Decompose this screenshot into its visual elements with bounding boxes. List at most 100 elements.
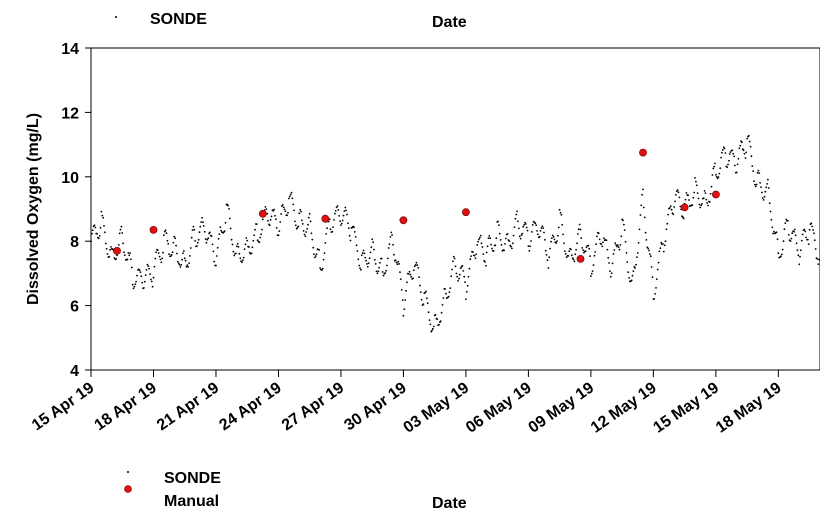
sonde-point <box>493 250 495 252</box>
sonde-point <box>209 232 211 234</box>
sonde-point <box>727 164 729 166</box>
sonde-point <box>495 237 497 239</box>
sonde-point <box>192 229 194 231</box>
sonde-point <box>393 254 395 256</box>
sonde-point <box>737 164 739 166</box>
sonde-point <box>688 199 690 201</box>
sonde-point <box>271 216 273 218</box>
sonde-point <box>587 245 589 247</box>
sonde-point <box>765 186 767 188</box>
sonde-point <box>628 277 630 279</box>
sonde-point <box>373 249 375 251</box>
sonde-point <box>552 235 554 237</box>
sonde-point <box>332 226 334 228</box>
sonde-point <box>256 223 258 225</box>
sonde-point <box>216 255 218 257</box>
sonde-point <box>817 258 819 260</box>
sonde-point <box>163 234 165 236</box>
sonde-point <box>252 246 254 248</box>
sonde-point <box>348 227 350 229</box>
sonde-point <box>453 256 455 258</box>
sonde-point <box>758 172 760 174</box>
sonde-point <box>699 207 701 209</box>
sonde-point <box>244 248 246 250</box>
sonde-point <box>319 267 321 269</box>
sonde-point <box>314 257 316 259</box>
sonde-point <box>294 221 296 223</box>
sonde-point <box>448 296 450 298</box>
sonde-point <box>730 151 732 153</box>
sonde-point <box>522 226 524 228</box>
sonde-point <box>206 242 208 244</box>
sonde-point <box>166 232 168 234</box>
sonde-point <box>625 241 627 243</box>
sonde-point <box>632 275 634 277</box>
sonde-point <box>180 266 182 268</box>
x-tick-label: 15 May 19 <box>650 379 722 436</box>
sonde-point <box>436 318 438 320</box>
sonde-point <box>286 214 288 216</box>
sonde-point <box>696 184 698 186</box>
sonde-point <box>145 274 147 276</box>
sonde-point <box>465 298 467 300</box>
sonde-point <box>213 261 215 263</box>
sonde-point <box>253 234 255 236</box>
sonde-point <box>599 238 601 240</box>
sonde-point <box>582 249 584 251</box>
sonde-point <box>186 264 188 266</box>
sonde-point <box>454 258 456 260</box>
sonde-point <box>110 246 112 248</box>
sonde-point <box>675 194 677 196</box>
sonde-point <box>712 168 714 170</box>
sonde-point <box>357 258 359 260</box>
sonde-point <box>698 198 700 200</box>
sonde-point <box>545 250 547 252</box>
sonde-point <box>798 263 800 265</box>
sonde-point <box>391 234 393 236</box>
sonde-point <box>600 243 602 245</box>
sonde-point <box>418 276 420 278</box>
sonde-point <box>768 187 770 189</box>
sonde-point <box>323 259 325 261</box>
sonde-point <box>627 271 629 273</box>
sonde-point <box>752 170 754 172</box>
sonde-point <box>238 246 240 248</box>
sonde-point <box>666 223 668 225</box>
sonde-point <box>420 291 422 293</box>
sonde-point <box>123 251 125 253</box>
sonde-point <box>658 262 660 264</box>
sonde-point <box>340 224 342 226</box>
sonde-point <box>464 281 466 283</box>
sonde-point <box>683 218 685 220</box>
sonde-point <box>361 254 363 256</box>
sonde-point <box>261 229 263 231</box>
x-tick-label: 06 May 19 <box>463 379 535 436</box>
sonde-point <box>515 214 517 216</box>
sonde-point <box>577 233 579 235</box>
sonde-point <box>360 269 362 271</box>
sonde-point <box>705 192 707 194</box>
sonde-point <box>562 234 564 236</box>
sonde-point <box>753 180 755 182</box>
sonde-point <box>622 220 624 222</box>
sonde-point <box>357 250 359 252</box>
sonde-point <box>549 248 551 250</box>
sonde-point <box>750 146 752 148</box>
sonde-point <box>543 232 545 234</box>
sonde-point <box>802 234 804 236</box>
sonde-point <box>745 157 747 159</box>
sonde-point <box>795 234 797 236</box>
sonde-point <box>149 273 151 275</box>
legend-sonde-marker <box>127 471 129 473</box>
legend-manual-marker <box>125 486 132 493</box>
sonde-point <box>811 226 813 228</box>
sonde-point <box>104 231 106 233</box>
sonde-point <box>528 250 530 252</box>
sonde-point <box>205 238 207 240</box>
sonde-point <box>741 141 743 143</box>
sonde-point <box>633 270 635 272</box>
manual-point <box>639 149 646 156</box>
sonde-point <box>167 240 169 242</box>
sonde-point <box>687 194 689 196</box>
sonde-point <box>579 224 581 226</box>
